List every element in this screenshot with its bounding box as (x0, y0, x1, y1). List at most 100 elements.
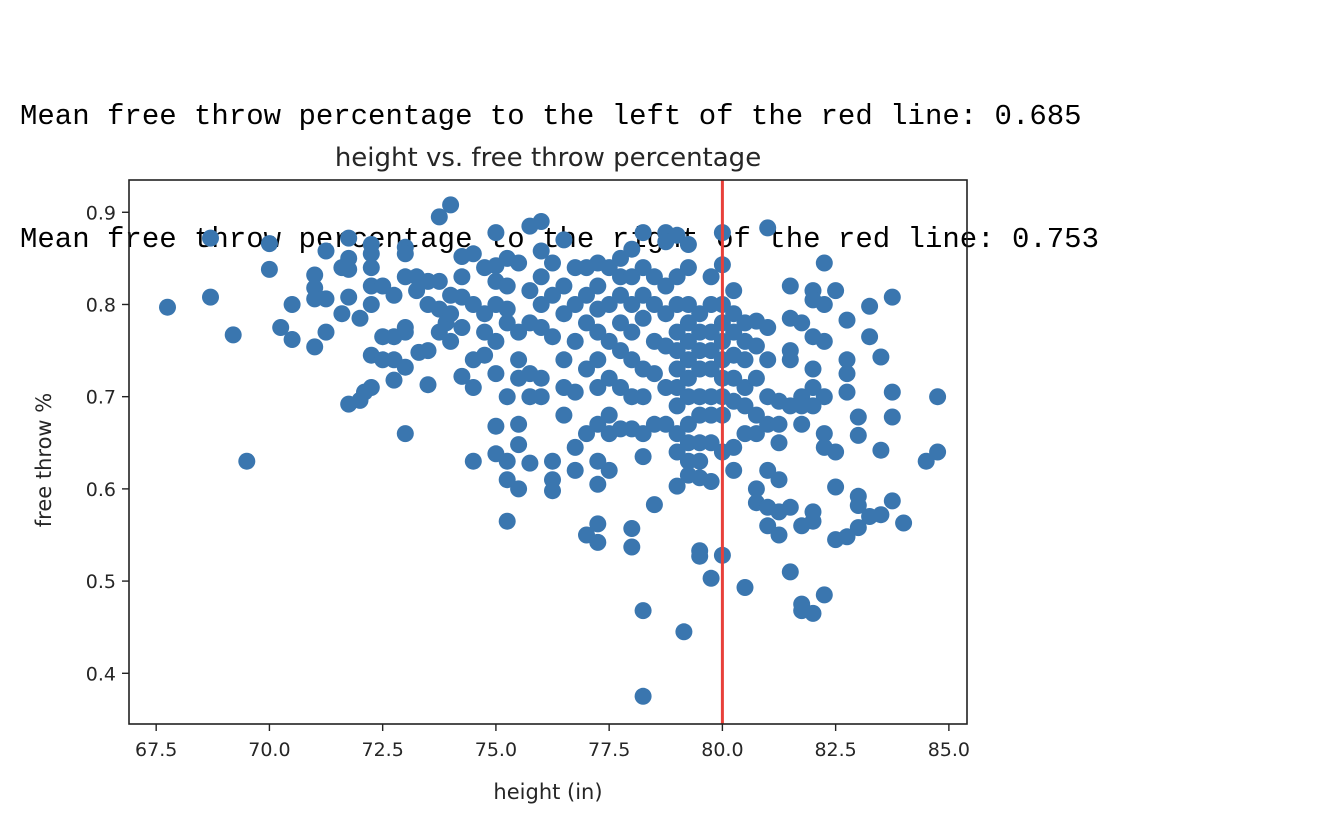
scatter-point (804, 360, 822, 378)
scatter-point (657, 277, 675, 295)
scatter-point (725, 323, 743, 341)
scatter-point (532, 296, 550, 313)
scatter-point (815, 586, 833, 604)
scatter-point (351, 309, 369, 327)
scatter-point (159, 298, 176, 316)
scatter-point (634, 425, 652, 443)
scatter-point (532, 268, 550, 286)
scatter-point (634, 259, 652, 277)
scatter-point (759, 319, 777, 336)
scatter-point (804, 397, 822, 415)
scatter-point (532, 242, 550, 260)
scatter-point (634, 687, 652, 705)
scatter-point (317, 290, 335, 308)
scatter-point (793, 314, 811, 332)
cell-output: Mean free throw percentage to the left o… (20, 14, 1099, 301)
scatter-point (679, 296, 697, 313)
scatter-point (861, 297, 879, 315)
mean-left-text: Mean free throw percentage to the left o… (20, 100, 1082, 133)
scatter-point (600, 461, 618, 479)
x-tick-label: 67.5 (135, 739, 177, 761)
y-tick-label: 0.7 (86, 387, 116, 409)
scatter-point (498, 471, 516, 489)
scatter-point (589, 351, 607, 369)
scatter-point (702, 434, 720, 452)
scatter-point (657, 415, 675, 433)
scatter-point (510, 323, 528, 341)
scatter-point (317, 323, 335, 341)
scatter-point (759, 219, 777, 237)
scatter-point (521, 282, 539, 300)
scatter-point (747, 480, 765, 498)
scatter-point (770, 526, 788, 544)
scatter-point (623, 240, 641, 258)
scatter-point (883, 383, 901, 401)
scatter-point (396, 323, 414, 341)
scatter-point (645, 296, 663, 313)
scatter-point (430, 272, 448, 290)
scatter-point (668, 379, 686, 396)
scatter-point (238, 452, 256, 470)
scatter-point (759, 351, 777, 369)
scatter-point (702, 569, 720, 587)
scatter-point (668, 342, 686, 360)
scatter-point (555, 351, 573, 369)
scatter-point (224, 326, 242, 344)
scatter-point (883, 492, 901, 510)
scatter-point (838, 365, 856, 383)
scatter-point (283, 331, 301, 348)
y-tick-label: 0.4 (86, 663, 116, 685)
scatter-point (781, 498, 799, 516)
scatter-point (544, 254, 561, 272)
scatter-point (668, 443, 686, 461)
scatter-point (532, 213, 550, 230)
scatter-point (725, 282, 743, 300)
scatter-point (612, 342, 629, 360)
x-tick-label: 72.5 (362, 739, 404, 761)
scatter-point (804, 379, 822, 396)
scatter-point (453, 268, 471, 286)
scatter-point (340, 288, 358, 306)
scatter-point (555, 277, 573, 295)
scatter-point (566, 296, 584, 313)
scatter-point (333, 305, 351, 323)
scatter-point (566, 461, 584, 479)
y-tick-label: 0.8 (86, 294, 116, 316)
scatter-point (679, 332, 697, 350)
scatter-point (623, 268, 641, 286)
scatter-point (476, 323, 494, 341)
scatter-point (827, 282, 845, 300)
x-tick-label: 82.5 (814, 739, 856, 761)
scatter-point (679, 415, 697, 433)
scatter-point (634, 224, 652, 242)
scatter-point (691, 305, 709, 323)
scatter-point (770, 415, 788, 433)
scatter-point (781, 351, 799, 369)
scatter-point (555, 305, 573, 323)
scatter-point (202, 229, 219, 247)
scatter-point (464, 296, 482, 313)
scatter-point (702, 342, 720, 360)
scatter-point (804, 604, 822, 622)
scatter-point (442, 305, 460, 323)
plot-frame (128, 179, 968, 725)
chart-title: height vs. free throw percentage (335, 143, 761, 173)
scatter-point (691, 547, 709, 565)
scatter-point (793, 415, 811, 433)
scatter-point (725, 369, 743, 387)
scatter-point (578, 425, 595, 443)
scatter-point (849, 519, 867, 537)
scatter-point (623, 323, 641, 341)
scatter-point (679, 259, 697, 277)
scatter-point (679, 369, 697, 387)
scatter-point (532, 319, 550, 336)
scatter-point (634, 602, 652, 620)
scatter-point (510, 351, 528, 369)
scatter-point (385, 286, 403, 304)
scatter-point (872, 441, 890, 459)
scatter-point (510, 415, 528, 433)
x-tick-label: 77.5 (588, 739, 630, 761)
scatter-point (555, 231, 573, 249)
scatter-point (589, 323, 607, 341)
points-layer (159, 196, 947, 705)
